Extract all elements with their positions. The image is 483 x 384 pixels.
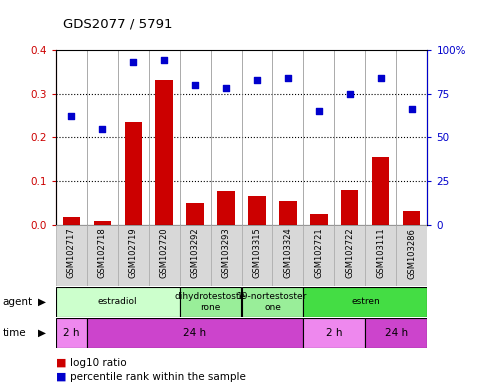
Text: GSM102720: GSM102720 <box>159 228 169 278</box>
Text: dihydrotestoste
rone: dihydrotestoste rone <box>175 292 246 311</box>
Point <box>408 106 416 113</box>
Text: GSM102722: GSM102722 <box>345 228 355 278</box>
Bar <box>248 196 266 225</box>
Bar <box>242 225 272 286</box>
Bar <box>242 287 303 317</box>
Bar <box>56 225 86 286</box>
Text: 24 h: 24 h <box>184 328 207 338</box>
Point <box>315 108 323 114</box>
Point <box>253 76 261 83</box>
Bar <box>86 225 117 286</box>
Text: estradiol: estradiol <box>98 297 137 306</box>
Point <box>377 75 385 81</box>
Bar <box>117 225 149 286</box>
Text: agent: agent <box>2 297 32 307</box>
Text: ■: ■ <box>56 358 66 368</box>
Bar <box>180 287 242 317</box>
Text: GSM103293: GSM103293 <box>222 228 230 278</box>
Bar <box>334 225 366 286</box>
Bar <box>272 225 303 286</box>
Text: GSM102718: GSM102718 <box>98 228 107 278</box>
Bar <box>303 318 366 348</box>
Bar <box>303 287 427 317</box>
Text: estren: estren <box>351 297 380 306</box>
Text: ■: ■ <box>56 372 66 382</box>
Bar <box>149 225 180 286</box>
Bar <box>217 190 235 225</box>
Text: GSM102721: GSM102721 <box>314 228 324 278</box>
Bar <box>125 122 142 225</box>
Text: 24 h: 24 h <box>385 328 408 338</box>
Text: percentile rank within the sample: percentile rank within the sample <box>70 372 246 382</box>
Text: GSM103111: GSM103111 <box>376 228 385 278</box>
Point <box>98 126 106 132</box>
Point <box>222 85 230 91</box>
Bar <box>156 81 172 225</box>
Text: GSM103292: GSM103292 <box>190 228 199 278</box>
Bar <box>366 225 397 286</box>
Bar <box>403 211 421 225</box>
Bar <box>280 202 297 225</box>
Point <box>160 57 168 63</box>
Bar <box>86 318 303 348</box>
Bar <box>372 157 389 225</box>
Text: log10 ratio: log10 ratio <box>70 358 127 368</box>
Text: GSM103324: GSM103324 <box>284 228 293 278</box>
Point <box>67 113 75 119</box>
Point <box>346 91 354 97</box>
Bar <box>94 221 111 225</box>
Bar <box>311 214 327 225</box>
Bar <box>56 287 180 317</box>
Point <box>284 75 292 81</box>
Text: 2 h: 2 h <box>326 328 343 338</box>
Bar <box>303 225 334 286</box>
Bar <box>62 217 80 225</box>
Text: 2 h: 2 h <box>63 328 79 338</box>
Point <box>129 59 137 65</box>
Text: ▶: ▶ <box>38 297 46 307</box>
Bar <box>366 318 427 348</box>
Bar <box>211 225 242 286</box>
Text: GSM102719: GSM102719 <box>128 228 138 278</box>
Text: ▶: ▶ <box>38 328 46 338</box>
Text: GSM103315: GSM103315 <box>253 228 261 278</box>
Text: GSM102717: GSM102717 <box>67 228 75 278</box>
Bar <box>186 203 203 225</box>
Text: 19-nortestoster
one: 19-nortestoster one <box>237 292 308 311</box>
Bar <box>341 190 358 225</box>
Text: GSM103286: GSM103286 <box>408 228 416 278</box>
Bar <box>56 318 86 348</box>
Bar <box>397 225 427 286</box>
Point <box>191 82 199 88</box>
Text: time: time <box>2 328 26 338</box>
Bar <box>180 225 211 286</box>
Text: GDS2077 / 5791: GDS2077 / 5791 <box>63 17 172 30</box>
